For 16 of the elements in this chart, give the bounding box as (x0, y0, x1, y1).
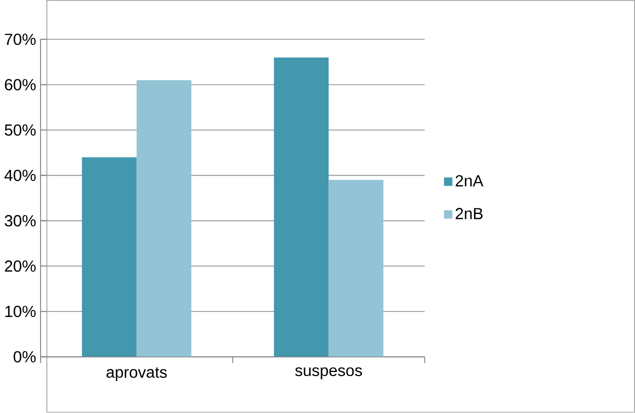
y-tick-label: 50% (4, 124, 36, 136)
bar (328, 180, 384, 357)
x-tick-label: aprovats (106, 367, 167, 382)
x-tick-label: suspesos (295, 367, 362, 380)
y-tick-label: 40% (4, 170, 36, 182)
legend-label: 2nB (456, 208, 483, 220)
bar (82, 157, 137, 357)
y-tick-label: 20% (4, 260, 36, 272)
legend-label: 2nA (456, 175, 484, 186)
bar (274, 58, 329, 357)
bar (136, 80, 192, 357)
y-tick-label: 0% (14, 351, 36, 363)
y-tick-label: 70% (4, 34, 36, 46)
y-tick-label: 30% (4, 215, 36, 227)
y-tick-label: 10% (5, 306, 36, 318)
y-tick-label: 60% (4, 79, 36, 90)
